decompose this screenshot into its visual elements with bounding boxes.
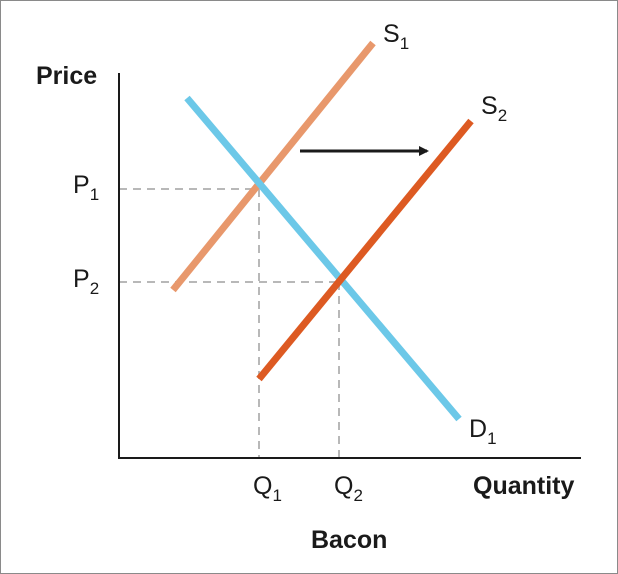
s2-label-sub: 2: [498, 106, 507, 125]
p2-label-sub: 2: [90, 279, 99, 298]
demand-curve-d1: [184, 95, 462, 422]
y-axis-label: Price: [36, 62, 97, 90]
s1-label: S1: [383, 20, 409, 53]
s2-label-letter: S: [481, 92, 498, 120]
p2-label: P2: [73, 265, 99, 298]
p1-label: P1: [73, 171, 99, 204]
p2-label-letter: P: [73, 265, 90, 293]
q1-label-letter: Q: [253, 472, 272, 500]
d1-label: D1: [469, 415, 497, 448]
p1-label-letter: P: [73, 171, 90, 199]
d1-label-letter: D: [469, 415, 487, 443]
p1-label-sub: 1: [90, 185, 99, 204]
guide-lines: [119, 188, 340, 457]
q2-label: Q2: [334, 472, 363, 505]
s2-label: S2: [481, 92, 507, 125]
d1-label-sub: 1: [487, 429, 496, 448]
supply-curve-s2: [256, 118, 474, 382]
x-axis-label: Quantity: [473, 472, 574, 500]
s1-label-letter: S: [383, 20, 400, 48]
diagram-caption: Bacon: [311, 526, 387, 554]
q1-label-sub: 1: [272, 486, 281, 505]
q2-label-sub: 2: [353, 486, 362, 505]
q2-label-letter: Q: [334, 472, 353, 500]
axes: [118, 73, 581, 459]
s1-label-sub: 1: [400, 34, 409, 53]
supply-curve-s1: [170, 40, 376, 293]
q1-label: Q1: [253, 472, 282, 505]
